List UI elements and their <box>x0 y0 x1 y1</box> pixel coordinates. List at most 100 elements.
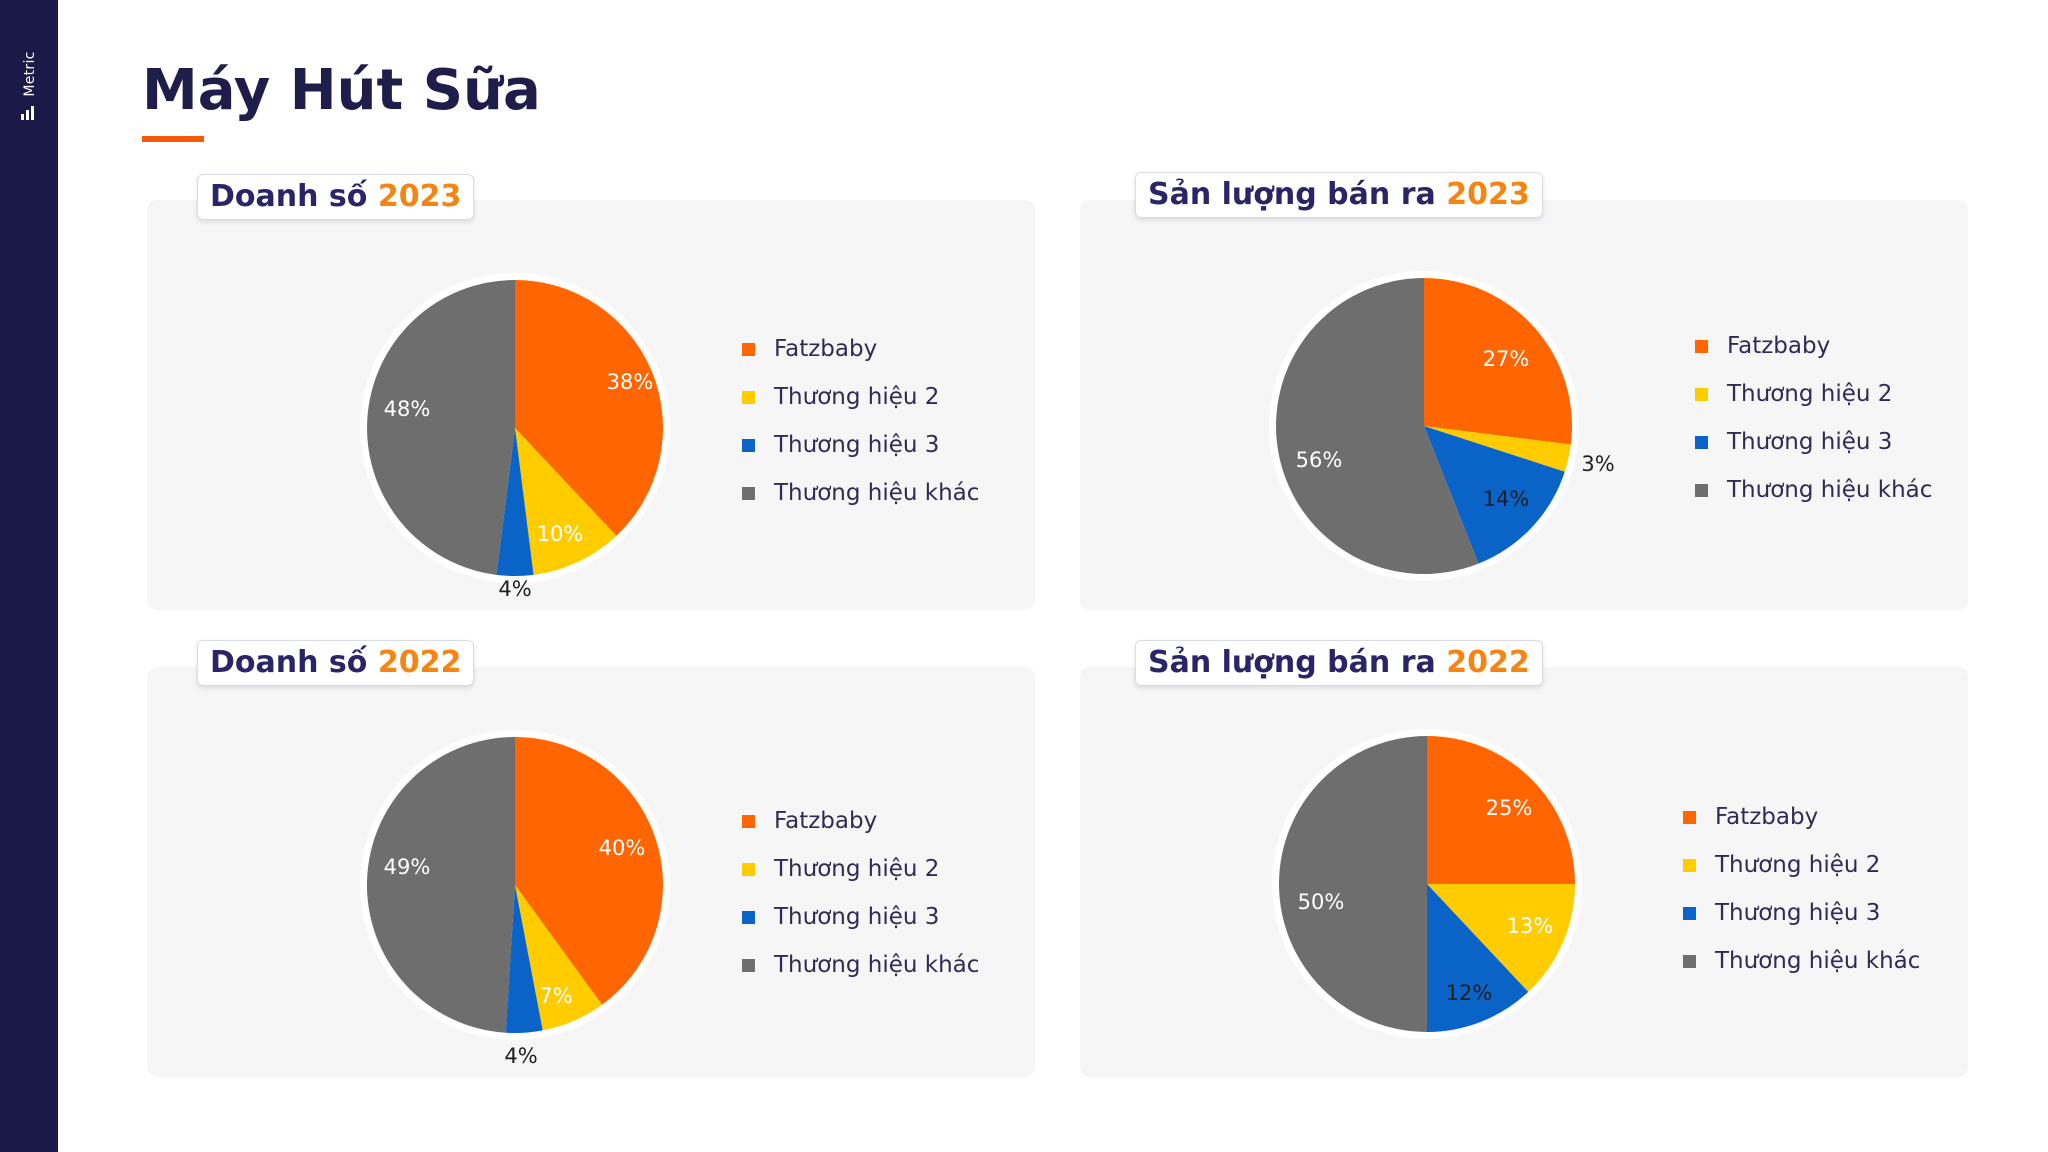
pie-chart-revenue-2023: 38% 10% 4% 48% <box>360 273 670 601</box>
pie-slice <box>505 885 543 1034</box>
pie-slice <box>1427 884 1529 1032</box>
data-label: 4% <box>498 577 531 601</box>
legend-item: Thương hiệu 2 <box>1683 850 1920 880</box>
legend-swatch <box>742 815 755 828</box>
legend-item: Thương hiệu 2 <box>742 854 979 884</box>
data-label: 49% <box>384 855 431 879</box>
legend-item: Fatzbaby <box>742 806 979 836</box>
brand-logo: Metric <box>18 40 40 130</box>
legend-swatch <box>1695 388 1708 401</box>
legend-swatch <box>1695 484 1708 497</box>
legend-label: Thương hiệu 3 <box>774 432 940 458</box>
legend-item: Fatzbaby <box>742 334 979 364</box>
legend-label: Thương hiệu 3 <box>774 904 940 930</box>
data-label: 48% <box>384 397 431 421</box>
brand-name: Metric <box>22 51 38 97</box>
legend-label: Fatzbaby <box>774 336 878 362</box>
sidebar: Metric <box>0 0 58 1152</box>
legend-label: Thương hiệu khác <box>774 480 980 506</box>
chart-title: Doanh số 2022 <box>197 640 475 686</box>
chart-title-text: Doanh số <box>210 645 368 680</box>
legend-swatch <box>742 911 755 924</box>
pie-slice <box>1279 736 1427 1032</box>
data-label: 7% <box>539 984 572 1008</box>
pie-slice <box>1427 884 1575 992</box>
legend-label: Fatzbaby <box>774 808 878 834</box>
chart-title-text: Sản lượng bán ra <box>1148 645 1436 680</box>
data-label: 12% <box>1446 981 1493 1005</box>
legend-item: Thương hiệu 3 <box>742 430 979 460</box>
data-label: 50% <box>1298 890 1345 914</box>
data-label: 27% <box>1483 347 1530 371</box>
data-label: 10% <box>537 522 584 546</box>
legend-label: Thương hiệu 2 <box>774 856 940 882</box>
pie-slice <box>1424 278 1572 445</box>
chart-legend: Fatzbaby Thương hiệu 2 Thương hiệu 3 Thư… <box>742 334 979 526</box>
legend-item: Fatzbaby <box>1695 331 1932 361</box>
chart-title-year: 2022 <box>1446 645 1530 680</box>
pie-slice <box>515 885 602 1031</box>
legend-swatch <box>1683 907 1696 920</box>
legend-item: Thương hiệu khác <box>742 950 979 980</box>
pie-chart-revenue-2022: 40% 7% 4% 49% <box>360 730 670 1068</box>
legend-item: Thương hiệu khác <box>742 478 979 508</box>
legend-item: Thương hiệu 3 <box>742 902 979 932</box>
legend-swatch <box>1683 859 1696 872</box>
legend-item: Thương hiệu 2 <box>1695 379 1932 409</box>
data-label: 40% <box>599 836 646 860</box>
pie-slice <box>515 280 663 536</box>
legend-swatch <box>1683 811 1696 824</box>
legend-label: Fatzbaby <box>1715 804 1819 830</box>
legend-swatch <box>1695 436 1708 449</box>
legend-item: Thương hiệu khác <box>1695 475 1932 505</box>
chart-title: Sản lượng bán ra 2022 <box>1135 640 1543 686</box>
page-title: Máy Hút Sữa <box>142 58 541 123</box>
data-label: 13% <box>1507 914 1554 938</box>
pie-slice <box>1276 278 1479 574</box>
legend-item: Thương hiệu 3 <box>1695 427 1932 457</box>
pie-chart-volume-2022: 25% 13% 12% 50% <box>1272 729 1582 1039</box>
legend-swatch <box>742 439 755 452</box>
legend-swatch <box>742 863 755 876</box>
legend-swatch <box>1683 955 1696 968</box>
pie-slice <box>1427 736 1575 884</box>
pie-slice <box>367 280 515 575</box>
legend-label: Thương hiệu khác <box>774 952 980 978</box>
data-label: 56% <box>1296 448 1343 472</box>
legend-swatch <box>742 343 755 356</box>
legend-swatch <box>742 487 755 500</box>
legend-label: Thương hiệu 2 <box>1715 852 1881 878</box>
legend-label: Thương hiệu 2 <box>1727 381 1893 407</box>
legend-item: Fatzbaby <box>1683 802 1920 832</box>
legend-label: Thương hiệu khác <box>1727 477 1933 503</box>
legend-label: Thương hiệu 2 <box>774 384 940 410</box>
pie-slice <box>1424 426 1571 472</box>
legend-item: Thương hiệu 3 <box>1683 898 1920 928</box>
pie-slice <box>515 737 663 1005</box>
chart-title-year: 2022 <box>377 645 462 680</box>
chart-title: Doanh số 2023 <box>197 174 475 220</box>
chart-title-text: Doanh số <box>210 179 368 214</box>
data-label: 4% <box>504 1044 537 1068</box>
pie-slice <box>366 737 515 1033</box>
chart-title: Sản lượng bán ra 2023 <box>1135 172 1543 218</box>
legend-item: Thương hiệu khác <box>1683 946 1920 976</box>
chart-title-text: Sản lượng bán ra <box>1148 177 1436 212</box>
legend-label: Thương hiệu 3 <box>1715 900 1881 926</box>
legend-swatch <box>742 959 755 972</box>
data-label: 3% <box>1581 452 1614 476</box>
chart-legend: Fatzbaby Thương hiệu 2 Thương hiệu 3 Thư… <box>1683 802 1920 994</box>
legend-item: Thương hiệu 2 <box>742 382 979 412</box>
pie-slice <box>515 428 617 575</box>
legend-label: Thương hiệu 3 <box>1727 429 1893 455</box>
data-label: 14% <box>1483 487 1530 511</box>
legend-label: Thương hiệu khác <box>1715 948 1921 974</box>
title-underline <box>142 136 204 142</box>
data-label: 38% <box>607 370 654 394</box>
bar-chart-icon <box>21 106 35 120</box>
chart-title-year: 2023 <box>377 179 462 214</box>
pie-chart-volume-2023: 27% 3% 14% 56% <box>1269 271 1615 581</box>
legend-label: Fatzbaby <box>1727 333 1831 359</box>
chart-legend: Fatzbaby Thương hiệu 2 Thương hiệu 3 Thư… <box>1695 331 1932 523</box>
chart-title-year: 2023 <box>1446 177 1530 212</box>
